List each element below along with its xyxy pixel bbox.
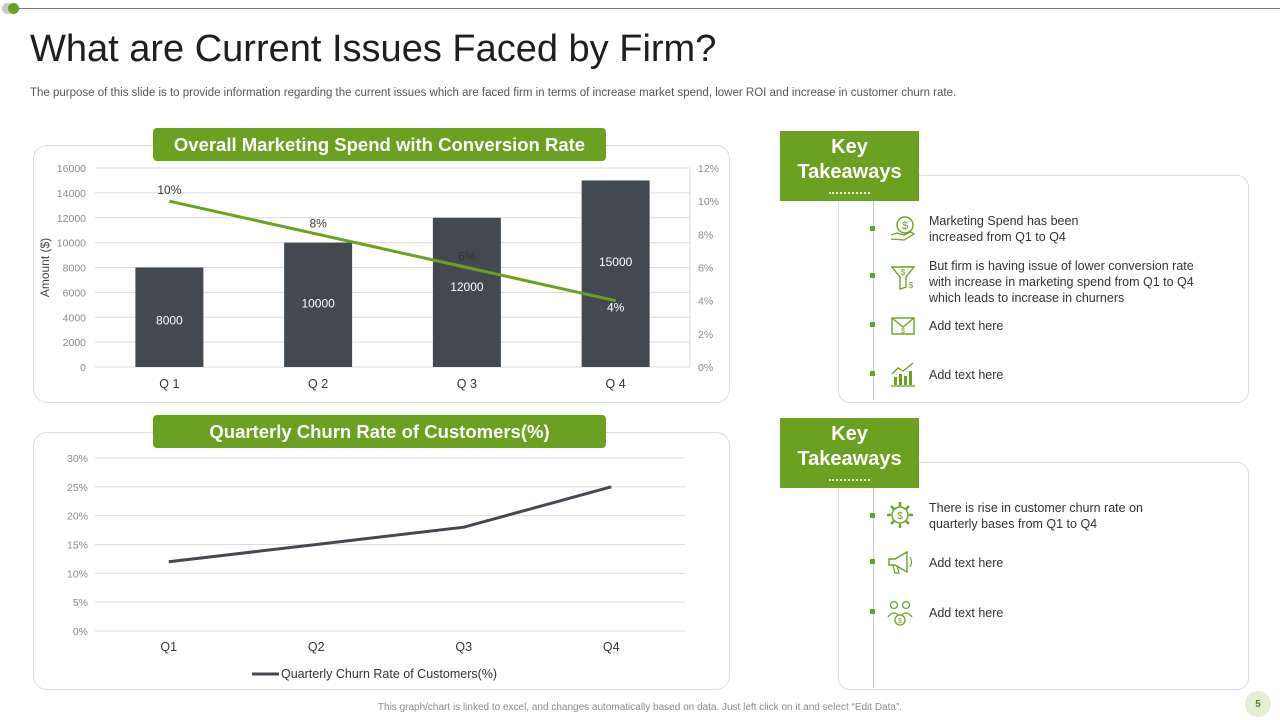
y-tick-label: 6000 — [63, 287, 87, 299]
bar-data-label: 15000 — [599, 255, 633, 269]
y-tick-label: 14000 — [57, 188, 86, 200]
takeaways2-underline — [829, 479, 870, 481]
svg-text:$: $ — [901, 268, 906, 277]
takeaways1-title-line2: Takeaways — [797, 161, 902, 183]
takeaway-bullet — [870, 322, 875, 327]
takeaway-bullet — [870, 371, 875, 376]
svg-text:$: $ — [909, 281, 914, 290]
takeaway-text: There is rise in customer churn rate on q… — [929, 501, 1143, 531]
bar — [284, 242, 353, 367]
y-tick-label: 16000 — [57, 163, 86, 175]
x-tick-label: Q 1 — [159, 377, 179, 391]
takeaway-text: Add text here — [929, 368, 1004, 382]
x-tick-label: Q 4 — [606, 377, 626, 391]
y-tick-label: 8000 — [63, 263, 87, 275]
x-tick-label: Q 3 — [457, 377, 477, 391]
y2-tick-label: 4% — [698, 296, 713, 308]
svg-text:$: $ — [898, 618, 902, 625]
line-data-label: 6% — [458, 250, 476, 264]
y2-tick-label: 6% — [698, 263, 713, 275]
y-tick-label: 30% — [67, 453, 88, 465]
line-data-label: 4% — [607, 301, 625, 315]
y-axis-title: Amount ($) — [38, 238, 52, 297]
footer-note: This graph/chart is linked to excel, and… — [377, 702, 903, 713]
x-tick-label: Q2 — [308, 640, 325, 654]
money-envelope-icon: $ — [891, 317, 915, 335]
page-number: 5 — [1245, 691, 1271, 717]
y-tick-label: 2000 — [63, 337, 87, 349]
takeaway-bullet — [870, 226, 875, 231]
y2-tick-label: 10% — [698, 196, 719, 208]
y-tick-label: 5% — [73, 597, 88, 609]
x-tick-label: Q1 — [160, 640, 177, 654]
takeaways1-title-line1: Key — [831, 136, 868, 158]
takeaway-text: But firm is having issue of lower conver… — [929, 259, 1194, 305]
chart1-header: Overall Marketing Spend with Conversion … — [153, 128, 606, 161]
x-tick-label: Q3 — [455, 640, 472, 654]
x-tick-label: Q 2 — [308, 377, 328, 391]
y2-tick-label: 2% — [698, 329, 713, 341]
people-dollar-icon: $ — [887, 600, 913, 626]
y2-tick-label: 12% — [698, 163, 719, 175]
y-tick-label: 0% — [73, 626, 88, 638]
top-rule — [14, 8, 1280, 9]
takeaway-bullet — [870, 513, 875, 518]
y-tick-label: 12000 — [57, 213, 86, 225]
page-subtitle: The purpose of this slide is to provide … — [30, 87, 957, 99]
line-data-label: 8% — [309, 216, 327, 230]
svg-text:$: $ — [902, 220, 908, 232]
takeaway-text: Add text here — [929, 556, 1004, 570]
legend-label: Quarterly Churn Rate of Customers(%) — [281, 667, 497, 681]
decor-dot-gray — [2, 3, 13, 14]
takeaway-bullet — [870, 609, 875, 614]
y2-tick-label: 0% — [698, 362, 713, 374]
takeaway-bullet — [870, 559, 875, 564]
chart2-header: Quarterly Churn Rate of Customers(%) — [153, 415, 606, 448]
y2-tick-label: 8% — [698, 229, 713, 241]
svg-text:$: $ — [897, 511, 903, 522]
bar-data-label: 8000 — [156, 313, 183, 327]
y-tick-label: 25% — [67, 482, 88, 494]
takeaways2-box — [838, 462, 1249, 690]
chart2-panel — [33, 432, 730, 690]
megaphone-icon — [888, 550, 913, 574]
bar-data-label: 10000 — [301, 297, 335, 311]
takeaways1-tag: Key Takeaways — [780, 131, 919, 201]
svg-text:$: $ — [901, 328, 905, 335]
takeaways2-title-line1: Key — [831, 423, 868, 445]
conversion-rate-line — [169, 199, 616, 303]
takeaway-text: Add text here — [929, 606, 1004, 620]
funnel-dollar-icon: $ $ — [890, 266, 916, 290]
bar — [135, 267, 204, 367]
decor-dot-green — [8, 3, 19, 14]
growth-chart-icon — [891, 362, 915, 387]
page-title: What are Current Issues Faced by Firm? — [30, 28, 717, 70]
y-tick-label: 20% — [67, 511, 88, 523]
bar — [432, 217, 501, 367]
takeaways1-divider — [873, 200, 874, 400]
takeaways1-underline — [829, 192, 870, 194]
y-tick-label: 4000 — [63, 312, 87, 324]
gear-dollar-icon: $ — [887, 502, 913, 528]
takeaway-text: Add text here — [929, 319, 1004, 333]
y-tick-label: 15% — [67, 540, 88, 552]
churn-rate-chart: 0% 5% 10% 15% 20% 25% 30% Q1 Q2 Q3 Q4 Quarterly Chu… — [67, 453, 685, 681]
bar — [581, 180, 650, 367]
y-tick-label: 0 — [80, 362, 86, 374]
churn-rate-line — [168, 485, 612, 564]
takeaway-bullet — [870, 273, 875, 278]
bar-data-label: 12000 — [450, 280, 484, 294]
takeaways2-tag: Key Takeaways — [780, 418, 919, 488]
line-data-label: 10% — [157, 183, 181, 197]
takeaway-text: Marketing Spend has been increased from Q… — [929, 214, 1079, 244]
dollar-hand-icon: $ — [890, 216, 916, 241]
y-tick-label: 10% — [67, 568, 88, 580]
takeaways1-box — [838, 175, 1249, 403]
marketing-spend-chart: 0 2000 4000 6000 8000 10000 12000 14000 16000 0% 2… — [38, 163, 719, 391]
x-tick-label: Q4 — [603, 640, 620, 654]
y-tick-label: 10000 — [57, 238, 86, 250]
takeaways2-title-line2: Takeaways — [797, 448, 902, 470]
takeaways2-divider — [873, 487, 874, 688]
